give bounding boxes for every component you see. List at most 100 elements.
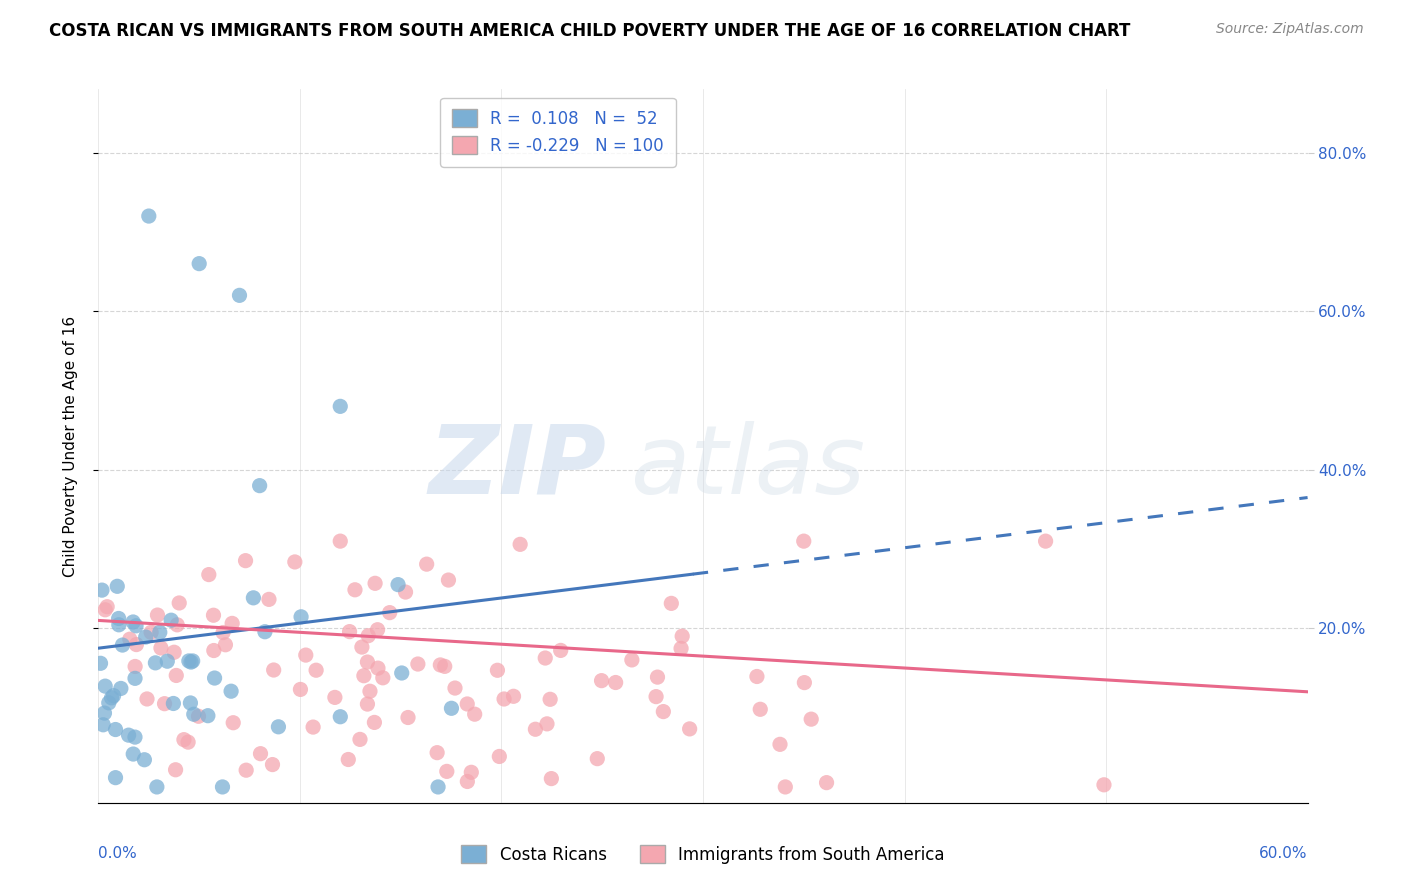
Point [163, 645, 186, 659]
Point [290, 609, 312, 624]
Point [550, 643, 572, 657]
Point [97, 696, 120, 710]
Point [125, 619, 148, 633]
Point [436, 764, 458, 779]
Point [180, 655, 202, 669]
Point [349, 732, 371, 747]
Point [387, 577, 409, 591]
Point [136, 692, 159, 706]
Point [290, 682, 312, 697]
Point [800, 712, 823, 726]
Point [394, 585, 416, 599]
Point [605, 675, 627, 690]
Point [815, 775, 838, 789]
Point [124, 659, 146, 673]
Point [107, 611, 129, 625]
Point [302, 720, 325, 734]
Point [145, 656, 167, 670]
Point [138, 209, 160, 223]
Point [429, 657, 451, 672]
Point [104, 723, 127, 737]
Point [96, 599, 118, 614]
Point [91, 718, 114, 732]
Point [534, 651, 557, 665]
Point [591, 673, 613, 688]
Point [343, 582, 366, 597]
Point [769, 737, 792, 751]
Point [122, 747, 145, 761]
Point [645, 690, 668, 704]
Point [211, 780, 233, 794]
Point [427, 780, 450, 794]
Point [214, 638, 236, 652]
Legend: R =  0.108   N =  52, R = -0.229   N = 100: R = 0.108 N = 52, R = -0.229 N = 100 [440, 97, 675, 167]
Point [235, 554, 257, 568]
Point [94, 603, 117, 617]
Point [464, 707, 486, 722]
Point [221, 616, 243, 631]
Point [105, 579, 128, 593]
Point [108, 617, 131, 632]
Point [146, 608, 169, 623]
Point [486, 663, 509, 677]
Point [173, 732, 195, 747]
Point [167, 596, 190, 610]
Point [177, 735, 200, 749]
Point [212, 625, 235, 640]
Point [181, 654, 204, 668]
Point [263, 663, 285, 677]
Point [305, 663, 328, 677]
Point [509, 537, 531, 551]
Point [460, 765, 482, 780]
Point [353, 669, 375, 683]
Point [228, 288, 250, 302]
Point [183, 707, 205, 722]
Point [122, 615, 145, 629]
Point [257, 592, 280, 607]
Point [202, 608, 225, 623]
Point [620, 653, 643, 667]
Point [502, 690, 524, 704]
Point [267, 720, 290, 734]
Point [117, 728, 139, 742]
Point [166, 617, 188, 632]
Point [179, 696, 201, 710]
Point [165, 763, 187, 777]
Point [249, 478, 271, 492]
Point [647, 670, 669, 684]
Point [202, 643, 225, 657]
Point [494, 692, 516, 706]
Point [540, 772, 562, 786]
Point [586, 752, 609, 766]
Point [188, 257, 211, 271]
Point [124, 671, 146, 685]
Point [198, 567, 221, 582]
Point [356, 655, 378, 669]
Point [1035, 534, 1057, 549]
Point [253, 624, 276, 639]
Point [249, 747, 271, 761]
Point [160, 613, 183, 627]
Point [745, 669, 768, 683]
Point [367, 623, 389, 637]
Point [440, 701, 463, 715]
Point [177, 654, 200, 668]
Point [284, 555, 307, 569]
Point [538, 692, 561, 706]
Point [204, 671, 226, 685]
Point [350, 640, 373, 654]
Legend: Costa Ricans, Immigrants from South America: Costa Ricans, Immigrants from South Amer… [454, 838, 952, 871]
Point [329, 534, 352, 549]
Point [363, 715, 385, 730]
Point [165, 668, 187, 682]
Point [793, 534, 815, 549]
Point [262, 757, 284, 772]
Point [100, 690, 122, 705]
Point [359, 684, 381, 698]
Point [367, 661, 389, 675]
Point [437, 573, 460, 587]
Point [93, 706, 115, 720]
Point [294, 648, 316, 662]
Text: Source: ZipAtlas.com: Source: ZipAtlas.com [1216, 22, 1364, 37]
Point [323, 690, 346, 705]
